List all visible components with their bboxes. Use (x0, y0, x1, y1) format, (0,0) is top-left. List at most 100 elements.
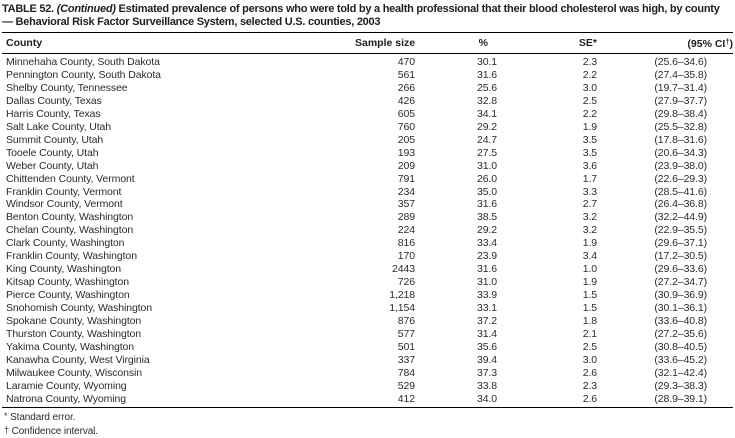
county-cell: Pierce County, Washington (6, 289, 130, 302)
footnote-text: Confidence interval. (11, 425, 98, 437)
sample-size-cell: 170 (397, 250, 415, 263)
county-cell: Snohomish County, Washington (6, 302, 153, 315)
table-row: Minnehaha County, South Dakota 470 30.1 … (2, 54, 733, 69)
se-cell: 3.2 (582, 224, 597, 237)
se-cell: 3.6 (582, 159, 597, 172)
percent-cell: 31.0 (476, 276, 497, 289)
ci-cell: (20.6–34.3) (654, 146, 707, 159)
table-row: Summit County, Utah 205 24.7 3.5 (17.8–3… (2, 134, 733, 147)
percent-cell: 38.5 (476, 211, 497, 224)
table-row: Chelan County, Washington 224 29.2 3.2 (… (2, 224, 733, 237)
percent-cell: 34.1 (476, 107, 497, 120)
ci-cell: (29.3–38.3) (654, 379, 707, 392)
se-cell: 3.0 (582, 81, 597, 94)
sample-size-cell: 876 (397, 315, 415, 328)
sample-size-cell: 760 (397, 120, 415, 133)
se-cell: 1.9 (582, 237, 597, 250)
continued-label: (Continued) (56, 3, 116, 15)
table-row: Kanawha County, West Virginia 337 39.4 3… (2, 354, 733, 367)
sample-size-cell: 209 (397, 159, 415, 172)
ci-cell: (32.1–42.4) (654, 366, 707, 379)
ci-cell: (33.6–45.2) (654, 353, 707, 366)
se-cell: 2.3 (582, 379, 597, 392)
dagger-symbol: † (725, 37, 730, 46)
sample-size-cell: 1,218 (389, 289, 415, 302)
table-title: TABLE 52. (Continued) Estimated prevalen… (2, 3, 733, 29)
county-cell: Milwaukee County, Wisconsin (6, 366, 142, 379)
col-header-county: County (2, 32, 355, 54)
se-cell: 2.2 (582, 107, 597, 120)
ci-cell: (26.4–36.8) (654, 198, 707, 211)
county-cell: Summit County, Utah (6, 133, 104, 146)
ci-header-text: (95% CI (687, 38, 726, 50)
ci-cell: (17.8–31.6) (654, 133, 707, 146)
ci-cell: (33.6–40.8) (654, 315, 707, 328)
percent-cell: 29.2 (476, 120, 497, 133)
percent-cell: 31.0 (476, 159, 497, 172)
percent-cell: 31.4 (476, 328, 497, 341)
table-row: Thurston County, Washington 577 31.4 2.1… (2, 328, 733, 341)
ci-cell: (28.5–41.6) (654, 185, 707, 198)
ci-cell: (32.2–44.9) (654, 211, 707, 224)
sample-size-cell: 289 (397, 211, 415, 224)
table-row: Franklin County, Washington 170 23.9 3.4… (2, 250, 733, 263)
ci-cell: (22.9–35.5) (654, 224, 707, 237)
county-cell: Clark County, Washington (6, 237, 125, 250)
col-header-percent: % (415, 32, 497, 54)
table-row: Weber County, Utah 209 31.0 3.6 (23.9–38… (2, 160, 733, 173)
percent-cell: 39.4 (476, 353, 497, 366)
percent-cell: 35.6 (476, 340, 497, 353)
sample-size-cell: 1,154 (389, 302, 415, 315)
ci-cell: (27.2–34.7) (654, 276, 707, 289)
se-cell: 1.0 (582, 263, 597, 276)
county-cell: Benton County, Washington (6, 211, 134, 224)
table-row: Windsor County, Vermont 357 31.6 2.7 (26… (2, 198, 733, 211)
ci-cell: (17.2–30.5) (654, 250, 707, 263)
table-row: Clark County, Washington 816 33.4 1.9 (2… (2, 237, 733, 250)
county-cell: Tooele County, Utah (6, 146, 99, 159)
se-cell: 3.0 (582, 353, 597, 366)
header-row: County Sample size % SE* (95% CI†) (2, 32, 734, 54)
se-cell: 2.5 (582, 94, 597, 107)
table-row: King County, Washington 2443 31.6 1.0 (2… (2, 263, 733, 276)
sample-size-cell: 337 (397, 353, 415, 366)
sample-size-cell: 2443 (392, 263, 415, 276)
table-row: Spokane County, Washington 876 37.2 1.8 … (2, 315, 733, 328)
ci-cell: (27.4–35.8) (654, 68, 707, 81)
table-row: Tooele County, Utah 193 27.5 3.5 (20.6–3… (2, 147, 733, 160)
se-cell: 3.4 (582, 250, 597, 263)
table-body: Minnehaha County, South Dakota 470 30.1 … (2, 54, 733, 408)
se-cell: 3.5 (582, 146, 597, 159)
county-cell: Windsor County, Vermont (6, 198, 123, 211)
col-header-ci: (95% CI†) (597, 32, 734, 54)
ci-cell: (25.5–32.8) (654, 120, 707, 133)
footnote-standard-error: * Standard error. (4, 410, 733, 424)
county-cell: Thurston County, Washington (6, 328, 142, 341)
col-header-se: SE* (497, 32, 597, 54)
ci-cell: (29.6–33.6) (654, 263, 707, 276)
table-row: Chittenden County, Vermont 791 26.0 1.7 … (2, 173, 733, 186)
footnotes: * Standard error. † Confidence interval. (2, 410, 733, 438)
sample-size-cell: 501 (397, 340, 415, 353)
se-cell: 2.5 (582, 340, 597, 353)
ci-cell: (25.6–34.6) (654, 56, 707, 68)
county-cell: Franklin County, Vermont (6, 185, 122, 198)
sample-size-cell: 357 (397, 198, 415, 211)
table-row: Salt Lake County, Utah 760 29.2 1.9 (25.… (2, 121, 733, 134)
ci-cell: (30.1–36.1) (654, 302, 707, 315)
table-row: Pennington County, South Dakota 561 31.6… (2, 69, 733, 82)
table-row: Benton County, Washington 289 38.5 3.2 (… (2, 211, 733, 224)
county-cell: Dallas County, Texas (6, 94, 102, 107)
percent-cell: 25.6 (476, 81, 497, 94)
percent-cell: 24.7 (476, 133, 497, 146)
county-cell: Minnehaha County, South Dakota (6, 56, 160, 68)
sample-size-cell: 266 (397, 81, 415, 94)
table-row: Kitsap County, Washington 726 31.0 1.9 (… (2, 276, 733, 289)
sample-size-cell: 577 (397, 328, 415, 341)
ci-header-close: ) (729, 38, 734, 50)
county-cell: Shelby County, Tennessee (6, 81, 128, 94)
sample-size-cell: 470 (397, 56, 415, 68)
ci-cell: (27.9–37.7) (654, 94, 707, 107)
county-cell: King County, Washington (6, 263, 122, 276)
county-cell: Chittenden County, Vermont (6, 172, 135, 185)
